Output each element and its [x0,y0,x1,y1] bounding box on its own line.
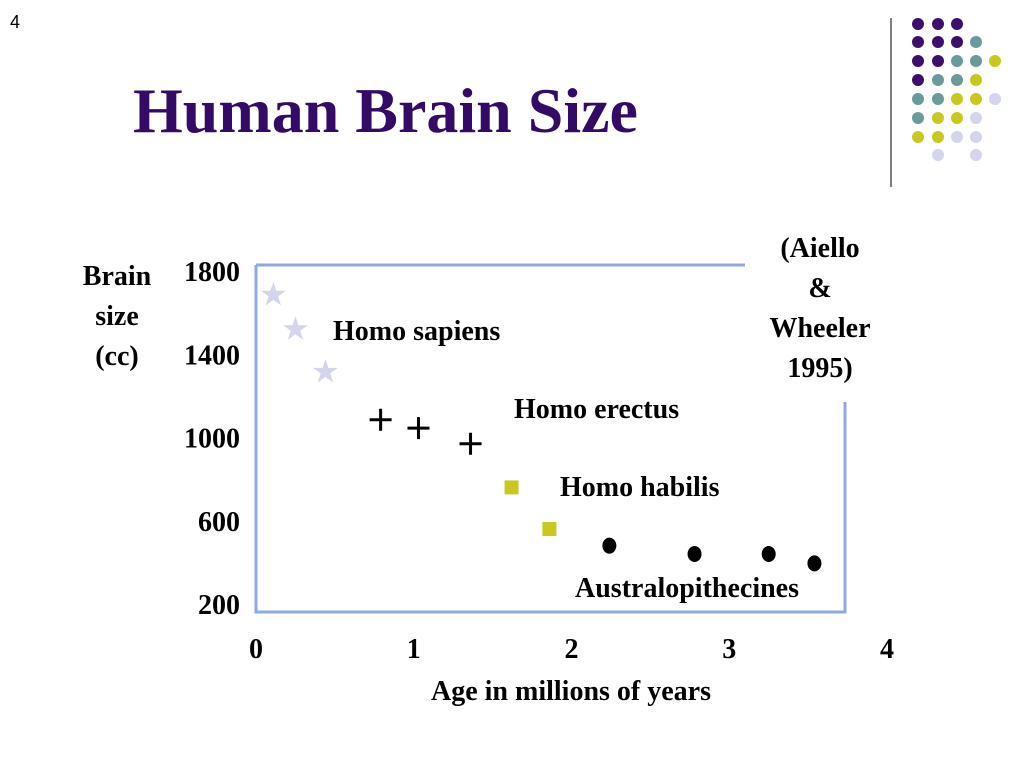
y-axis-label: (cc) [95,341,139,372]
x-tick-label: 0 [249,634,263,665]
series-label: Homo habilis [560,472,720,503]
annotation: & [808,273,831,304]
x-tick-label: 3 [722,634,736,665]
x-axis-label: Age in millions of years [431,676,711,707]
y-tick-label: 600 [198,507,240,538]
y-tick-label: 200 [198,590,240,621]
y-axis-label: Brain [83,261,152,292]
y-tick-label: 1000 [184,424,240,455]
star-point [313,358,338,383]
chart-title: Human Brain Size [133,75,638,146]
series-label: Homo erectus [514,394,679,425]
square-point [504,480,519,495]
circle-point [761,546,776,563]
star-point [283,316,308,340]
plus-point [459,432,482,455]
plus-point [369,408,392,431]
plus-point [407,417,430,440]
series-label: Australopithecines [575,573,799,604]
decoration-dots [912,18,1001,161]
y-axis-label: size [95,301,139,332]
star-point [261,281,286,306]
circle-point [687,546,702,563]
x-tick-label: 1 [407,634,421,665]
square-point [542,522,557,537]
circle-point [602,537,617,554]
slide-number: 4 [10,12,20,32]
y-tick-label: 1800 [184,257,240,288]
annotation: Wheeler [769,313,870,344]
y-tick-label: 1400 [184,340,240,371]
x-tick-label: 4 [880,634,894,665]
x-tick-label: 2 [565,634,579,665]
annotation: 1995) [787,353,852,384]
plot-frame [254,263,847,614]
circle-point [807,555,822,572]
series-label: Homo sapiens [333,316,500,347]
annotation: (Aiello [780,233,859,264]
